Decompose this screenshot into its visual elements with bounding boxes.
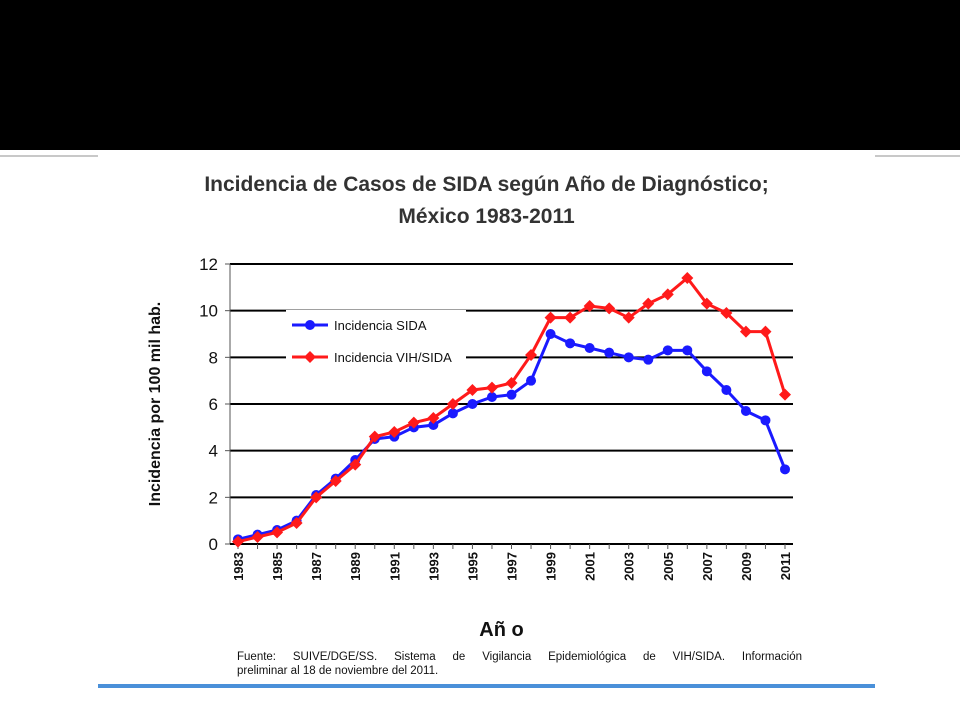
data-point-2 (466, 384, 479, 396)
data-point-1 (701, 366, 712, 377)
data-point-2 (368, 430, 381, 443)
x-tick-label: 1985 (270, 552, 285, 581)
data-point-1 (682, 345, 693, 356)
data-point-1 (506, 389, 517, 400)
data-point-2 (779, 388, 791, 401)
legend-marker-1 (305, 320, 315, 330)
data-point-1 (545, 329, 556, 339)
x-tick-label: 2009 (739, 552, 754, 581)
y-tick-label: 12 (199, 255, 218, 274)
data-point-1 (662, 345, 673, 356)
divider-right (875, 155, 960, 157)
x-tick-label: 1995 (465, 552, 480, 581)
legend-box (286, 310, 466, 372)
legend-label-1: Incidencia SIDA (334, 318, 427, 333)
x-tick-label: 1983 (231, 552, 246, 581)
x-tick-label: 1987 (309, 552, 324, 581)
data-point-2 (505, 377, 518, 389)
x-tick-label: 1993 (426, 552, 441, 581)
data-point-2 (271, 526, 284, 539)
source-note: Fuente: SUIVE/DGE/SS. Sistema de Vigilan… (237, 650, 802, 678)
data-point-1 (760, 415, 771, 426)
data-point-1 (428, 420, 439, 430)
data-point-1 (467, 399, 478, 409)
source-note-line2: preliminar al 18 de noviembre del 2011. (237, 665, 439, 677)
data-point-2 (661, 288, 674, 301)
x-axis-title: Añ o (479, 619, 523, 641)
data-point-2 (603, 302, 616, 315)
data-point-2 (290, 517, 303, 529)
data-point-2 (427, 412, 440, 424)
y-tick-label: 6 (209, 395, 218, 414)
x-tick-label: 1999 (544, 552, 559, 581)
chart-title-line2: México 1983-2011 (398, 205, 575, 228)
divider-left (0, 155, 98, 157)
data-point-1 (447, 408, 458, 419)
data-point-2 (759, 325, 772, 338)
data-point-2 (329, 475, 342, 487)
x-tick-label: 1989 (348, 552, 363, 581)
data-point-2 (564, 311, 577, 324)
data-point-2 (642, 297, 655, 310)
data-point-2 (544, 311, 557, 324)
data-point-2 (251, 531, 264, 543)
data-point-2 (388, 426, 401, 438)
x-tick-label: 2005 (661, 552, 676, 581)
x-tick-label: 2011 (778, 552, 793, 580)
y-tick-label: 4 (209, 442, 218, 461)
data-point-1 (721, 385, 732, 395)
data-point-1 (526, 375, 537, 386)
source-note-line1: Fuente: SUIVE/DGE/SS. Sistema de Vigilan… (237, 651, 802, 663)
data-point-1 (565, 338, 576, 349)
data-point-2 (407, 416, 420, 429)
x-tick-label: 2003 (622, 552, 637, 581)
data-point-2 (525, 349, 538, 361)
y-tick-label: 10 (199, 302, 218, 321)
data-point-2 (232, 535, 244, 548)
data-point-2 (583, 300, 596, 312)
data-point-2 (310, 491, 323, 504)
data-point-2 (700, 297, 713, 310)
x-tick-label: 1997 (505, 552, 520, 581)
data-point-2 (349, 458, 362, 471)
data-point-2 (720, 307, 733, 319)
y-tick-label: 0 (209, 535, 218, 554)
legend-label-2: Incidencia VIH/SIDA (334, 350, 452, 365)
data-point-2 (739, 325, 752, 338)
data-point-1 (643, 354, 654, 365)
x-tick-label: 2001 (583, 552, 598, 581)
line-chart: 0 2 4 6 8 10 12 1983 1985 1987 1989 1991 1993 1995 199… (147, 255, 793, 641)
data-point-2 (681, 272, 694, 284)
legend-marker-2 (304, 351, 316, 363)
x-tick-label: 1991 (387, 552, 402, 581)
data-point-2 (446, 398, 459, 410)
data-point-1 (623, 352, 634, 363)
chart-title-line1: Incidencia de Casos de SIDA según Año de… (204, 173, 769, 196)
y-tick-label: 8 (209, 348, 218, 367)
top-banner (0, 0, 960, 150)
x-tick-label: 2007 (700, 552, 715, 581)
chart-panel: Incidencia de Casos de SIDA según Año de… (98, 150, 875, 684)
data-point-2 (622, 311, 635, 324)
y-axis-title: Incidencia por 100 mil hab. (147, 302, 164, 507)
data-point-1 (584, 343, 595, 353)
data-point-1 (486, 392, 497, 402)
y-tick-label: 2 (209, 488, 218, 507)
data-point-2 (485, 381, 498, 394)
bottom-accent-bar (98, 684, 875, 688)
data-point-1 (740, 406, 751, 416)
data-point-1 (604, 347, 615, 358)
data-point-1 (780, 464, 790, 475)
